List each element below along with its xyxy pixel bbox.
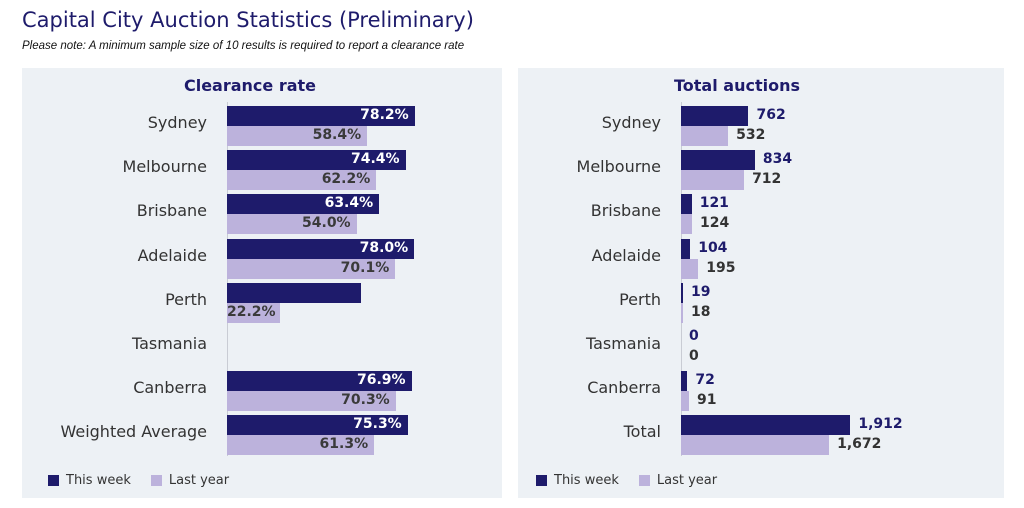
category-label-sydney: Sydney (147, 113, 207, 132)
clearance-rate-panel: Clearance rate Sydney 78.2% 58.4% Melbourne… (22, 68, 502, 498)
value-label-melbourne-this-week: 834 (762, 151, 793, 168)
legend-this-week: This week (48, 473, 131, 488)
value-label-canberra-last-year: 91 (697, 392, 717, 409)
bar-sydney-last-year (227, 126, 368, 146)
value-label-adelaide-this-week: 104 (698, 239, 728, 256)
legend-this-week-label: This week (66, 473, 131, 488)
value-label-perth-last-year: 22.2% (227, 303, 276, 320)
value-label-sydney-this-week: 762 (756, 107, 786, 123)
legend-this-week-label: This week (554, 473, 619, 488)
category-label-tasmania: Tasmania (585, 334, 661, 353)
bar-perth-this-week (681, 282, 683, 303)
value-label-melbourne-this-week: 74.4% (350, 151, 400, 168)
bar-perth-this-week (227, 282, 362, 303)
bar-total-last-year (681, 435, 830, 456)
bar-canberra-this-week (227, 371, 412, 392)
category-label-perth: Perth (165, 289, 207, 309)
clearance-rate-title: Clearance rate (183, 76, 317, 95)
value-label-total-last-year: 1,672 (837, 436, 882, 453)
bar-brisbane-this-week (681, 194, 692, 215)
y-axis-line (227, 102, 228, 456)
category-label-total: Total (623, 422, 661, 442)
legend-last-year-label: Last year (168, 473, 230, 488)
bar-total-this-week (681, 415, 851, 436)
bar-brisbane-last-year (681, 214, 692, 235)
value-label-canberra-this-week: 76.9% (356, 372, 406, 389)
bar-perth-last-year (227, 302, 281, 323)
bar-adelaide-this-week (227, 238, 415, 259)
bar-canberra-this-week (681, 371, 688, 392)
value-label-adelaide-last-year: 70.1% (340, 259, 390, 276)
category-label-perth: Perth (619, 289, 661, 309)
value-label-adelaide-this-week: 78.0% (359, 239, 409, 256)
category-label-canberra: Canberra (133, 378, 207, 398)
value-label-total-this-week: 1,912 (858, 416, 903, 433)
bar-canberra-last-year (681, 391, 690, 412)
bar-brisbane-last-year (227, 214, 357, 235)
bar-sydney-this-week (681, 106, 749, 126)
legend-last-year: Last year (638, 473, 718, 488)
bar-melbourne-last-year (227, 170, 377, 191)
legend-last-year-swatch (150, 475, 162, 486)
category-label-brisbane: Brisbane (136, 201, 207, 221)
value-label-brisbane-last-year: 124 (699, 215, 730, 232)
category-label-weighted-average: Weighted Average (60, 422, 207, 442)
value-label-weighted-average-last-year: 61.3% (319, 436, 369, 453)
total-auctions-panel: Total auctions Sydney 762 532 Melbourne 834 7… (518, 68, 1004, 498)
category-label-melbourne: Melbourne (576, 157, 661, 177)
bar-weighted-average-this-week (227, 415, 408, 436)
value-label-perth-last-year: 18 (691, 303, 711, 320)
value-label-sydney-last-year: 58.4% (312, 127, 362, 143)
total-auctions-title: Total auctions (674, 76, 800, 95)
bar-weighted-average-last-year (227, 435, 375, 456)
page-title: Capital City Auction Statistics (Prelimi… (22, 8, 474, 32)
bar-canberra-last-year (227, 391, 396, 412)
value-label-canberra-this-week: 72 (695, 372, 715, 389)
bar-adelaide-last-year (227, 258, 396, 279)
bar-sydney-this-week (227, 106, 415, 126)
bar-melbourne-last-year (681, 170, 745, 191)
category-label-adelaide: Adelaide (591, 245, 661, 265)
bar-adelaide-this-week (681, 238, 691, 259)
clearance-rate-legend: This week Last year (48, 473, 249, 488)
category-label-adelaide: Adelaide (137, 245, 207, 265)
value-label-weighted-average-this-week: 75.3% (353, 416, 402, 433)
category-label-brisbane: Brisbane (590, 201, 661, 221)
value-label-tasmania-this-week: 0 (689, 328, 699, 344)
bar-adelaide-last-year (681, 258, 699, 279)
category-label-tasmania: Tasmania (131, 334, 207, 353)
legend-last-year-swatch (638, 475, 650, 486)
bar-sydney-last-year (681, 126, 729, 146)
bar-melbourne-this-week (681, 150, 755, 171)
bar-brisbane-this-week (227, 194, 380, 215)
bar-perth-last-year (681, 302, 683, 323)
legend-last-year: Last year (150, 473, 230, 488)
category-label-canberra: Canberra (587, 378, 661, 398)
value-label-sydney-last-year: 532 (736, 127, 766, 143)
page-subtitle: Please note: A minimum sample size of 10… (22, 40, 465, 52)
category-label-sydney: Sydney (601, 113, 661, 132)
value-label-brisbane-this-week: 121 (699, 195, 729, 212)
value-label-adelaide-last-year: 195 (706, 259, 736, 276)
legend-this-week-swatch (48, 475, 59, 486)
legend-this-week-swatch (536, 475, 547, 486)
value-label-tasmania-last-year: 0 (689, 348, 699, 364)
total-auctions-legend: This week Last year (536, 473, 737, 488)
value-label-canberra-last-year: 70.3% (341, 392, 390, 409)
value-label-melbourne-last-year: 712 (752, 171, 782, 188)
value-label-brisbane-this-week: 63.4% (324, 195, 374, 212)
value-label-melbourne-last-year: 62.2% (321, 171, 371, 188)
value-label-perth-this-week: 19 (691, 283, 711, 300)
bar-melbourne-this-week (227, 150, 406, 171)
value-label-sydney-this-week: 78.2% (360, 107, 409, 123)
y-axis-line (681, 102, 682, 456)
legend-last-year-label: Last year (656, 473, 718, 488)
category-label-melbourne: Melbourne (122, 157, 207, 177)
value-label-brisbane-last-year: 54.0% (302, 215, 351, 232)
legend-this-week: This week (536, 473, 619, 488)
